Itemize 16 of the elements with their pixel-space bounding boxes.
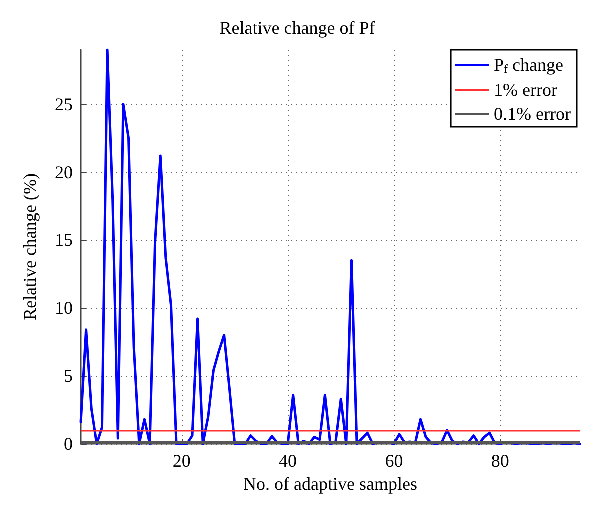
y-tick-label: 25 xyxy=(55,94,73,114)
y-tick-label: 0 xyxy=(64,434,73,454)
y-tick-label: 10 xyxy=(55,298,73,318)
line-series xyxy=(80,48,582,446)
chart-title: Relative change of Pf xyxy=(220,18,376,38)
y-tick-label: 20 xyxy=(55,162,73,182)
x-tick-label: 60 xyxy=(385,451,404,471)
y-axis-title: Relative change (%) xyxy=(20,174,40,320)
y-tick-label: 5 xyxy=(64,366,73,386)
y-tick-label: 15 xyxy=(55,230,73,250)
x-tick-label: 20 xyxy=(172,451,191,471)
legend-label: 0.1% error xyxy=(494,104,572,124)
x-tick-label: 80 xyxy=(491,451,510,471)
x-tick-label: 40 xyxy=(279,451,298,471)
x-axis-title: No. of adaptive samples xyxy=(244,474,418,494)
legend-label: 1% error xyxy=(494,80,558,100)
